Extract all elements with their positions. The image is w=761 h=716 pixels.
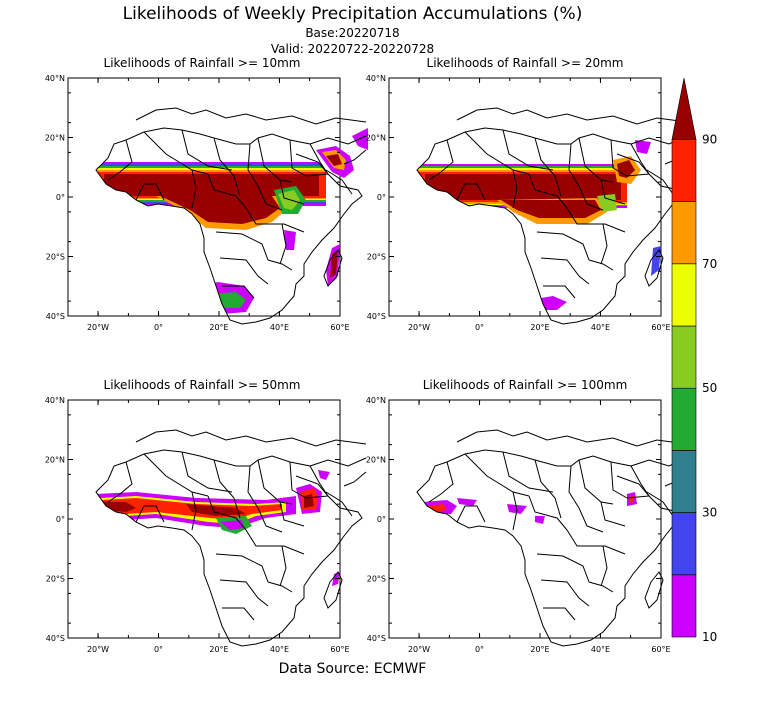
colorbar-bin (671, 574, 697, 638)
colorbar: 90 70 50 30 10 (671, 77, 717, 644)
lat-tick-label: 20°N (45, 134, 65, 143)
lon-tick-label: 20°E (530, 645, 549, 654)
colorbar-top-arrow (671, 77, 697, 140)
lon-tick-label: 60°E (651, 323, 670, 332)
lat-tick-label: 40°N (366, 396, 386, 405)
lon-tick-label: 0° (475, 645, 484, 654)
base-date: Base:20220718 (305, 26, 400, 40)
lon-tick-label: 60°E (330, 645, 349, 654)
lat-tick-label: 20°S (367, 575, 386, 584)
lat-tick-label: 20°N (366, 134, 386, 143)
lat-tick-label: 40°N (45, 396, 65, 405)
map-panel-50mm (67, 399, 366, 646)
lat-tick-label: 20°N (366, 456, 386, 465)
lon-tick-label: 40°E (591, 323, 610, 332)
colorbar-bin (671, 325, 697, 389)
colorbar-label: 10 (702, 630, 717, 644)
lon-tick-label: 20°W (408, 645, 430, 654)
lon-tick-label: 60°E (651, 645, 670, 654)
colorbar-bin (671, 450, 697, 513)
lon-tick-label: 20°E (209, 645, 228, 654)
lat-tick-label: 0° (56, 193, 65, 202)
colorbar-label: 30 (702, 506, 717, 520)
axis-ticks: 40°N 20°N 0° 20°S 40°S 20°W 0° 20°E 40°E 60°E 40°N… (45, 74, 671, 654)
colorbar-bin (671, 387, 697, 451)
lat-tick-label: 0° (377, 515, 386, 524)
lat-tick-label: 40°N (366, 74, 386, 83)
colorbar-bin (671, 512, 697, 576)
data-source: Data Source: ECMWF (278, 661, 427, 677)
lat-tick-label: 40°S (367, 312, 386, 321)
lon-tick-label: 20°E (530, 323, 549, 332)
lat-tick-label: 20°S (367, 253, 386, 262)
lat-tick-label: 40°N (45, 74, 65, 83)
chart-title: Likelihoods of Weekly Precipitation Accu… (122, 4, 583, 24)
lat-tick-label: 20°S (46, 253, 65, 262)
lon-tick-label: 0° (475, 323, 484, 332)
lat-tick-label: 0° (56, 515, 65, 524)
lon-tick-label: 0° (154, 323, 163, 332)
lon-tick-label: 0° (154, 645, 163, 654)
lon-tick-label: 60°E (330, 323, 349, 332)
colorbar-label: 50 (702, 381, 717, 395)
panel-title-10mm: Likelihoods of Rainfall >= 10mm (104, 56, 301, 70)
lon-tick-label: 20°W (87, 645, 109, 654)
lat-tick-label: 40°S (46, 634, 65, 643)
lat-tick-label: 20°N (45, 456, 65, 465)
valid-period: Valid: 20220722-20220728 (270, 42, 435, 56)
panel-title-50mm: Likelihoods of Rainfall >= 50mm (104, 378, 301, 392)
lon-tick-label: 40°E (270, 323, 289, 332)
lon-tick-label: 20°W (87, 323, 109, 332)
panel-title-100mm: Likelihoods of Rainfall >= 100mm (423, 378, 628, 392)
map-panel-20mm (388, 77, 689, 324)
map-panel-100mm (388, 399, 687, 646)
map-panel-10mm (67, 77, 368, 324)
panel-title-20mm: Likelihoods of Rainfall >= 20mm (427, 56, 624, 70)
lat-tick-label: 40°S (46, 312, 65, 321)
colorbar-bin (671, 263, 697, 327)
lon-tick-label: 40°E (270, 645, 289, 654)
lat-tick-label: 40°S (367, 634, 386, 643)
lon-tick-label: 20°E (209, 323, 228, 332)
colorbar-label: 90 (702, 132, 717, 146)
lon-tick-label: 40°E (591, 645, 610, 654)
lat-tick-label: 20°S (46, 575, 65, 584)
lat-tick-label: 0° (377, 193, 386, 202)
lon-tick-label: 20°W (408, 323, 430, 332)
colorbar-bin (671, 201, 697, 265)
colorbar-bin (671, 139, 697, 202)
colorbar-label: 70 (702, 257, 717, 271)
